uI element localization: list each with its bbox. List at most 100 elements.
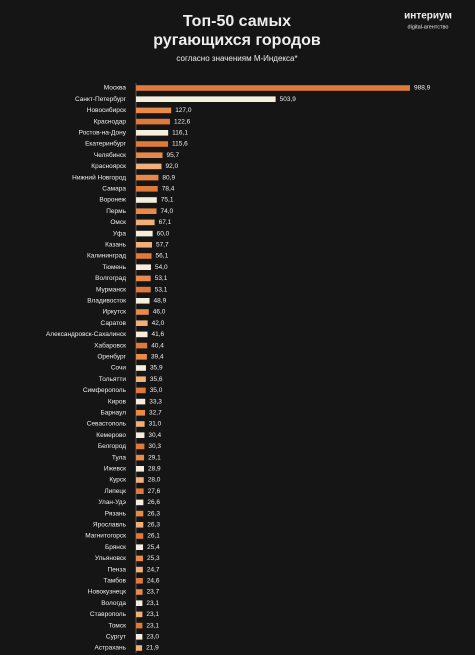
value-label: 988,9 bbox=[414, 85, 431, 92]
bar bbox=[136, 342, 148, 349]
value-label: 31,0 bbox=[149, 421, 162, 428]
category-label: Тюмень bbox=[102, 264, 126, 271]
bar bbox=[136, 264, 151, 270]
bar bbox=[136, 85, 410, 91]
bar bbox=[136, 230, 153, 237]
category-label: Екатеринбург bbox=[85, 140, 127, 148]
category-label: Казань bbox=[105, 242, 127, 249]
category-label: Новосибирск bbox=[87, 106, 126, 114]
category-label: Челябинск bbox=[94, 151, 126, 159]
value-label: 28,9 bbox=[148, 466, 161, 473]
value-label: 26,1 bbox=[147, 533, 160, 540]
category-label: Александровск-Сахалинск bbox=[46, 331, 126, 338]
value-label: 92,0 bbox=[165, 163, 178, 170]
value-label: 26,3 bbox=[147, 510, 160, 517]
category-label: Мурманск bbox=[96, 286, 126, 293]
category-label: Самара bbox=[102, 186, 126, 193]
bar bbox=[136, 466, 145, 472]
category-label: Симферополь bbox=[83, 387, 127, 394]
category-label: Рязань bbox=[105, 510, 127, 517]
bar bbox=[136, 298, 150, 304]
category-label: Иркутск bbox=[103, 309, 127, 316]
category-label: Ульяновск bbox=[95, 555, 126, 562]
category-label: Вологда bbox=[101, 600, 126, 607]
bar bbox=[136, 152, 163, 158]
value-label: 27,6 bbox=[148, 488, 161, 495]
bar bbox=[136, 387, 146, 394]
value-label: 75,1 bbox=[161, 197, 174, 204]
bar bbox=[136, 566, 143, 573]
value-label: 23,7 bbox=[147, 589, 160, 596]
bar bbox=[136, 253, 152, 259]
category-label: Саратов bbox=[101, 320, 127, 327]
value-label: 30,3 bbox=[148, 443, 161, 450]
brand: интериум bbox=[404, 11, 452, 22]
bar bbox=[136, 533, 144, 539]
value-label: 24,6 bbox=[147, 578, 160, 585]
value-label: 54,0 bbox=[155, 264, 168, 271]
bar bbox=[136, 309, 149, 315]
value-label: 23,1 bbox=[146, 600, 159, 607]
bar bbox=[136, 96, 276, 102]
value-label: 53,1 bbox=[155, 275, 168, 282]
value-label: 42,0 bbox=[152, 320, 165, 327]
category-label: Волгоград bbox=[95, 275, 126, 282]
category-label: Красноярск bbox=[91, 163, 126, 170]
category-label: Сургут bbox=[106, 634, 126, 641]
value-label: 503,9 bbox=[280, 96, 297, 103]
category-label: Сочи bbox=[111, 365, 127, 372]
category-label: Москва bbox=[104, 85, 127, 92]
bar bbox=[136, 331, 148, 338]
value-label: 57,7 bbox=[156, 242, 169, 249]
category-label: Томск bbox=[108, 622, 126, 629]
bar bbox=[136, 197, 157, 203]
value-label: 127,0 bbox=[175, 107, 192, 114]
category-label: Оренбург bbox=[97, 353, 126, 361]
bar bbox=[136, 320, 148, 326]
bar bbox=[136, 589, 143, 595]
bar bbox=[136, 499, 144, 506]
subtitle: согласно значениям М-Индекса* bbox=[176, 54, 297, 63]
bar bbox=[136, 443, 145, 450]
bar bbox=[136, 634, 143, 640]
bar bbox=[136, 398, 146, 405]
bar bbox=[136, 600, 143, 606]
category-label: Ростов-на-Дону bbox=[79, 130, 127, 137]
bar bbox=[136, 432, 145, 438]
bar bbox=[136, 410, 146, 416]
value-label: 41,6 bbox=[152, 331, 165, 338]
value-label: 46,0 bbox=[153, 309, 166, 316]
category-label: Калининград bbox=[87, 253, 126, 260]
value-label: 53,1 bbox=[155, 286, 168, 293]
value-label: 25,4 bbox=[147, 544, 160, 551]
category-label: Астрахань bbox=[94, 645, 126, 652]
bar bbox=[136, 141, 169, 147]
category-label: Ставрополь bbox=[90, 611, 127, 618]
value-label: 74,0 bbox=[161, 208, 174, 215]
bar bbox=[136, 354, 147, 360]
value-label: 48,9 bbox=[154, 298, 167, 305]
value-label: 35,0 bbox=[150, 387, 163, 394]
bar bbox=[136, 555, 144, 562]
bar bbox=[136, 242, 152, 248]
bar bbox=[136, 544, 144, 550]
bar bbox=[136, 286, 151, 293]
value-label: 35,9 bbox=[150, 365, 163, 372]
bar bbox=[136, 107, 172, 114]
category-label: Улан-Удэ bbox=[98, 499, 126, 506]
category-label: Белгород bbox=[98, 443, 126, 450]
category-label: Липецк bbox=[104, 488, 126, 495]
value-label: 115,6 bbox=[172, 141, 188, 148]
value-label: 23,1 bbox=[146, 611, 159, 618]
category-label: Краснодар bbox=[94, 118, 127, 125]
category-label: Севастополь bbox=[87, 421, 127, 428]
category-label: Магнитогорск bbox=[85, 533, 126, 540]
value-label: 23,0 bbox=[146, 634, 159, 641]
category-label: Кемерово bbox=[96, 432, 126, 439]
category-label: Омск bbox=[110, 219, 126, 226]
category-label: Воронеж bbox=[99, 197, 126, 204]
value-label: 29,1 bbox=[148, 454, 161, 461]
value-label: 21,9 bbox=[146, 645, 159, 652]
